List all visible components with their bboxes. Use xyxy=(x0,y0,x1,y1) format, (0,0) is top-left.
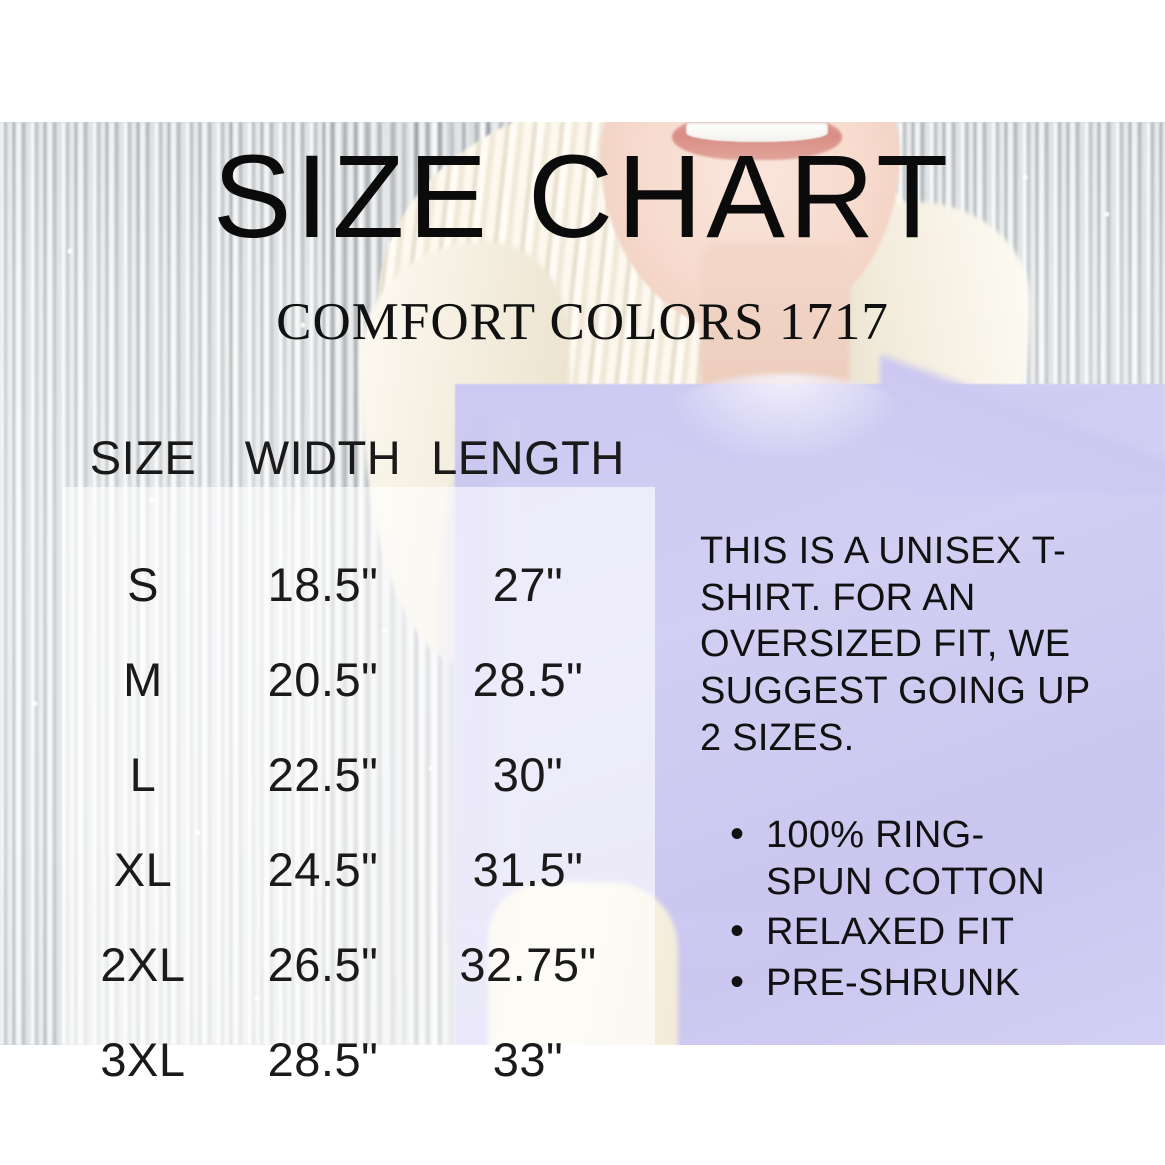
column-header-size: SIZE xyxy=(89,431,197,484)
cell-size: M xyxy=(123,653,163,706)
cell-length: 32.75" xyxy=(459,938,597,991)
tshirt-collar xyxy=(660,374,910,464)
cell-size: 3XL xyxy=(100,1033,186,1086)
table-row: M 20.5" 28.5" xyxy=(63,632,683,727)
cell-length: 28.5" xyxy=(472,653,584,706)
cell-width: 28.5" xyxy=(267,1033,379,1086)
cell-width: 26.5" xyxy=(267,938,379,991)
cell-length: 27" xyxy=(492,558,564,611)
cell-width: 22.5" xyxy=(267,748,379,801)
model-teeth xyxy=(686,122,828,142)
table-backdrop-wash xyxy=(63,487,655,1045)
feature-list: 100% RING-SPUN COTTON RELAXED FIT PRE-SH… xyxy=(730,810,1090,1011)
cell-length: 33" xyxy=(492,1033,564,1086)
size-table: SIZE WIDTH LENGTH S 18.5" 27" M 20.5" 28… xyxy=(63,430,683,1107)
column-header-width: WIDTH xyxy=(244,431,402,484)
page-title: SIZE CHART xyxy=(212,131,953,263)
cell-width: 24.5" xyxy=(267,843,379,896)
background-photo xyxy=(0,122,1165,1045)
cell-length: 31.5" xyxy=(472,843,584,896)
list-item: 100% RING-SPUN COTTON xyxy=(730,810,1090,905)
table-row: S 18.5" 27" xyxy=(63,537,683,632)
cell-width: 20.5" xyxy=(267,653,379,706)
tshirt-shoulder xyxy=(880,354,1165,494)
table-row: 3XL 28.5" 33" xyxy=(63,1012,683,1107)
table-row: XL 24.5" 31.5" xyxy=(63,822,683,917)
table-row: L 22.5" 30" xyxy=(63,727,683,822)
table-header-row: SIZE WIDTH LENGTH xyxy=(63,430,683,485)
list-item: RELAXED FIT xyxy=(730,907,1090,956)
cell-size: XL xyxy=(113,843,173,896)
page-subtitle: COMFORT COLORS 1717 xyxy=(276,293,889,351)
cell-length: 30" xyxy=(492,748,564,801)
list-item: PRE-SHRUNK xyxy=(730,958,1090,1007)
fit-note: THIS IS A UNISEX T-SHIRT. FOR AN OVERSIZ… xyxy=(700,530,1090,759)
cell-width: 18.5" xyxy=(267,558,379,611)
cell-size: S xyxy=(127,558,159,611)
cell-size: L xyxy=(129,748,157,801)
table-body: S 18.5" 27" M 20.5" 28.5" L 22.5" 30" XL… xyxy=(63,537,683,1107)
cell-size: 2XL xyxy=(100,938,186,991)
table-row: 2XL 26.5" 32.75" xyxy=(63,917,683,1012)
column-header-length: LENGTH xyxy=(431,431,625,484)
